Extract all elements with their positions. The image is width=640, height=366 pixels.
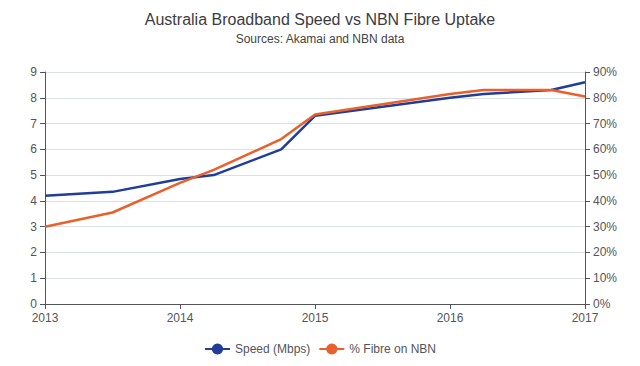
svg-text:5: 5 xyxy=(30,168,37,182)
svg-text:Sources: Akamai and NBN data: Sources: Akamai and NBN data xyxy=(236,32,405,46)
svg-text:50%: 50% xyxy=(593,168,617,182)
svg-text:Speed (Mbps): Speed (Mbps) xyxy=(235,342,310,356)
svg-text:2017: 2017 xyxy=(572,311,599,325)
svg-text:70%: 70% xyxy=(593,117,617,131)
svg-text:8: 8 xyxy=(30,91,37,105)
svg-text:Australia Broadband Speed vs N: Australia Broadband Speed vs NBN Fibre U… xyxy=(145,11,496,28)
svg-text:90%: 90% xyxy=(593,65,617,79)
svg-text:4: 4 xyxy=(30,194,37,208)
svg-text:7: 7 xyxy=(30,117,37,131)
svg-text:40%: 40% xyxy=(593,194,617,208)
svg-text:6: 6 xyxy=(30,142,37,156)
svg-text:1: 1 xyxy=(30,271,37,285)
svg-text:2: 2 xyxy=(30,245,37,259)
svg-text:10%: 10% xyxy=(593,271,617,285)
svg-text:30%: 30% xyxy=(593,220,617,234)
svg-text:3: 3 xyxy=(30,220,37,234)
svg-text:0: 0 xyxy=(30,297,37,311)
svg-text:60%: 60% xyxy=(593,142,617,156)
svg-text:2016: 2016 xyxy=(437,311,464,325)
svg-text:80%: 80% xyxy=(593,91,617,105)
svg-text:2015: 2015 xyxy=(302,311,329,325)
svg-text:% Fibre on NBN: % Fibre on NBN xyxy=(349,342,436,356)
svg-text:2014: 2014 xyxy=(167,311,194,325)
svg-text:9: 9 xyxy=(30,65,37,79)
svg-text:0%: 0% xyxy=(593,297,611,311)
svg-text:2013: 2013 xyxy=(32,311,59,325)
svg-text:20%: 20% xyxy=(593,245,617,259)
